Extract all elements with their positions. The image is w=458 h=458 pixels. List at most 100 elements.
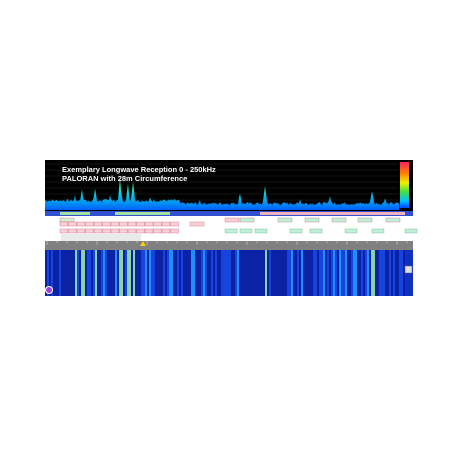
waterfall-column [305,250,307,296]
waterfall-column [221,250,223,296]
waterfall-column [237,250,239,296]
band-marker [60,212,90,215]
station-label [371,228,385,234]
waterfall-column [387,250,389,296]
waterfall-column [395,250,397,296]
waterfall-column [213,250,215,296]
waterfall-column [393,250,395,296]
waterfall-column [391,250,393,296]
waterfall-column [343,250,345,296]
waterfall-column [375,250,377,296]
waterfall-column [269,250,271,296]
station-label [119,228,128,234]
waterfall-column [61,250,63,296]
waterfall-column [95,250,97,296]
waterfall-column [381,250,383,296]
station-label [153,221,162,227]
waterfall-column [281,250,283,296]
waterfall-column [331,250,333,296]
waterfall-column [97,250,99,296]
waterfall-column [163,250,165,296]
waterfall-column [87,250,89,296]
waterfall-column [231,250,233,296]
waterfall-column [287,250,289,296]
waterfall-column [351,250,353,296]
waterfall-column [187,250,189,296]
waterfall-column [85,250,87,296]
waterfall-column [109,250,111,296]
waterfall-column [345,250,347,296]
waterfall-column [113,250,115,296]
waterfall-column [279,250,281,296]
station-label [304,217,320,223]
waterfall-column [207,250,209,296]
band-marker [260,212,405,215]
waterfall-column [83,250,85,296]
waterfall-column [77,250,79,296]
station-label [136,221,145,227]
waterfall-column [151,250,153,296]
waterfall-column [45,250,47,296]
station-label [110,221,120,227]
waterfall-column [73,250,75,296]
station-label [189,221,205,227]
waterfall-column [215,250,217,296]
waterfall-column [127,250,129,296]
waterfall-column [189,250,191,296]
waterfall-column [325,250,327,296]
side-button[interactable] [404,265,413,274]
waterfall-column [159,250,161,296]
station-label [85,228,94,234]
waterfall-column [177,250,179,296]
waterfall-column [291,250,293,296]
waterfall-column [103,250,105,296]
waterfall-column [337,250,339,296]
waterfall-column [191,250,193,296]
waterfall-column [295,250,297,296]
waterfall-column [303,250,305,296]
waterfall-column [355,250,357,296]
waterfall-column [251,250,253,296]
waterfall-column [161,250,163,296]
waterfall-column [363,250,365,296]
waterfall-column [119,250,121,296]
waterfall-column [341,250,343,296]
waterfall-column [365,250,367,296]
waterfall-column [133,250,135,296]
ruler-ticks [46,241,408,245]
waterfall-column [131,250,133,296]
waterfall-column [377,250,379,296]
station-label [102,228,111,234]
station-label [110,228,120,234]
waterfall-column [249,250,251,296]
waterfall-column [141,250,143,296]
station-label [239,228,253,234]
waterfall-column [129,250,131,296]
waterfall-column [217,250,219,296]
tuning-marker[interactable] [140,241,146,246]
station-label [119,221,128,227]
waterfall-column [353,250,355,296]
waterfall-column [149,250,151,296]
waterfall-column [115,250,117,296]
station-label [102,221,111,227]
waterfall-column [233,250,235,296]
waterfall-column [53,250,55,296]
station-label [144,228,154,234]
waterfall-column [147,250,149,296]
waterfall-column [117,250,119,296]
waterfall-column [185,250,187,296]
station-label [170,221,179,227]
waterfall-column [359,250,361,296]
waterfall-column [205,250,207,296]
waterfall-column [171,250,173,296]
waterfall-column [125,250,127,296]
station-label [59,221,69,227]
waterfall-column [311,250,313,296]
waterfall-column [111,250,113,296]
menu-button[interactable] [45,286,53,294]
waterfall-column [225,250,227,296]
station-label [144,221,154,227]
waterfall-column [257,250,259,296]
waterfall-column [309,250,311,296]
